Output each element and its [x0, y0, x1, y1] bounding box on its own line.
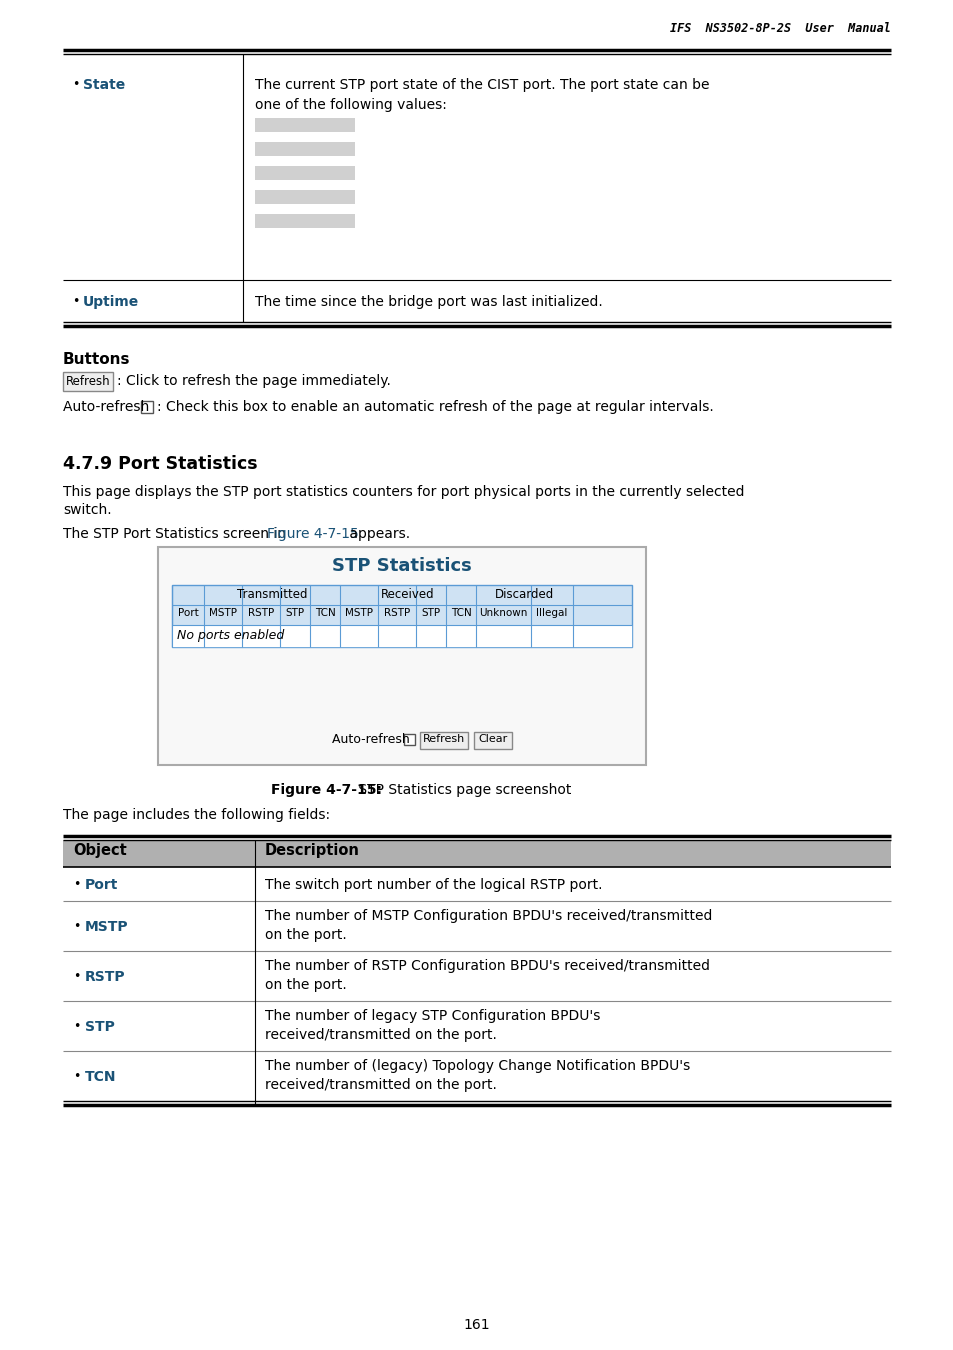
Text: Auto-refresh: Auto-refresh: [63, 400, 153, 414]
Text: RSTP: RSTP: [248, 608, 274, 618]
Text: switch.: switch.: [63, 504, 112, 517]
Text: TCN: TCN: [450, 608, 471, 618]
Text: Auto-refresh: Auto-refresh: [332, 733, 414, 747]
Bar: [254, 190, 355, 204]
Text: appears.: appears.: [345, 526, 410, 541]
Text: The number of (legacy) Topology Change Notification BPDU's: The number of (legacy) Topology Change N…: [265, 1058, 690, 1073]
Text: 4.7.9 Port Statistics: 4.7.9 Port Statistics: [63, 455, 257, 472]
Text: The current STP port state of the CIST port. The port state can be: The current STP port state of the CIST p…: [254, 78, 709, 92]
Text: IFS  NS3502-8P-2S  User  Manual: IFS NS3502-8P-2S User Manual: [669, 22, 890, 35]
Bar: [419, 732, 468, 749]
Text: Buttons: Buttons: [63, 352, 131, 367]
Text: Figure 4-7-15: Figure 4-7-15: [267, 526, 358, 541]
Text: Uptime: Uptime: [83, 296, 139, 309]
Text: The number of MSTP Configuration BPDU's received/transmitted: The number of MSTP Configuration BPDU's …: [265, 909, 712, 923]
Text: •: •: [73, 919, 80, 933]
Text: MSTP: MSTP: [209, 608, 236, 618]
Bar: [158, 547, 645, 765]
Text: Figure 4-7-15:: Figure 4-7-15:: [272, 783, 382, 796]
Text: TCN: TCN: [314, 608, 335, 618]
Text: Port: Port: [85, 878, 118, 892]
Bar: [474, 732, 512, 749]
Text: Refresh: Refresh: [66, 375, 111, 387]
Text: The time since the bridge port was last initialized.: The time since the bridge port was last …: [254, 296, 602, 309]
Text: Received: Received: [381, 589, 435, 601]
Bar: [63, 373, 112, 391]
Bar: [254, 166, 355, 180]
Bar: [403, 734, 415, 745]
Bar: [141, 401, 152, 413]
Text: RSTP: RSTP: [85, 971, 126, 984]
Text: Refresh: Refresh: [422, 734, 465, 744]
Text: The STP Port Statistics screen in: The STP Port Statistics screen in: [63, 526, 290, 541]
Text: received/transmitted on the port.: received/transmitted on the port.: [265, 1027, 497, 1042]
Text: : Click to refresh the page immediately.: : Click to refresh the page immediately.: [117, 374, 391, 387]
Bar: [254, 215, 355, 228]
Text: •: •: [71, 78, 79, 90]
Bar: [254, 117, 355, 132]
Text: •: •: [73, 1071, 80, 1083]
Text: STP Statistics page screenshot: STP Statistics page screenshot: [354, 783, 571, 796]
Bar: [254, 142, 355, 157]
Text: MSTP: MSTP: [85, 919, 129, 934]
Text: This page displays the STP port statistics counters for port physical ports in t: This page displays the STP port statisti…: [63, 485, 743, 500]
Text: STP: STP: [285, 608, 304, 618]
Text: Clear: Clear: [477, 734, 507, 744]
Text: No ports enabled: No ports enabled: [177, 629, 284, 643]
Text: 161: 161: [463, 1318, 490, 1332]
Text: Description: Description: [265, 842, 359, 859]
Text: The switch port number of the logical RSTP port.: The switch port number of the logical RS…: [265, 878, 602, 892]
Text: received/transmitted on the port.: received/transmitted on the port.: [265, 1079, 497, 1092]
Text: on the port.: on the port.: [265, 977, 346, 992]
Text: Transmitted: Transmitted: [236, 589, 307, 601]
Text: : Check this box to enable an automatic refresh of the page at regular intervals: : Check this box to enable an automatic …: [157, 400, 713, 414]
Text: RSTP: RSTP: [383, 608, 410, 618]
Bar: [172, 625, 631, 647]
Text: •: •: [73, 971, 80, 983]
Text: State: State: [83, 78, 125, 92]
Text: STP: STP: [421, 608, 440, 618]
Text: one of the following values:: one of the following values:: [254, 99, 446, 112]
Text: The number of legacy STP Configuration BPDU's: The number of legacy STP Configuration B…: [265, 1008, 599, 1023]
Text: MSTP: MSTP: [345, 608, 373, 618]
Text: •: •: [73, 878, 80, 891]
Text: •: •: [73, 1021, 80, 1033]
Text: •: •: [71, 296, 79, 308]
Text: Port: Port: [177, 608, 198, 618]
Text: The page includes the following fields:: The page includes the following fields:: [63, 809, 330, 822]
Text: Object: Object: [73, 842, 127, 859]
Text: Illegal: Illegal: [536, 608, 567, 618]
Text: on the port.: on the port.: [265, 927, 346, 942]
Text: Unknown: Unknown: [478, 608, 527, 618]
Bar: [172, 585, 631, 647]
Text: STP: STP: [85, 1021, 114, 1034]
Bar: [63, 840, 890, 867]
Text: TCN: TCN: [85, 1071, 116, 1084]
Text: Discarded: Discarded: [495, 589, 554, 601]
Text: The number of RSTP Configuration BPDU's received/transmitted: The number of RSTP Configuration BPDU's …: [265, 958, 709, 973]
Text: STP Statistics: STP Statistics: [332, 558, 472, 575]
